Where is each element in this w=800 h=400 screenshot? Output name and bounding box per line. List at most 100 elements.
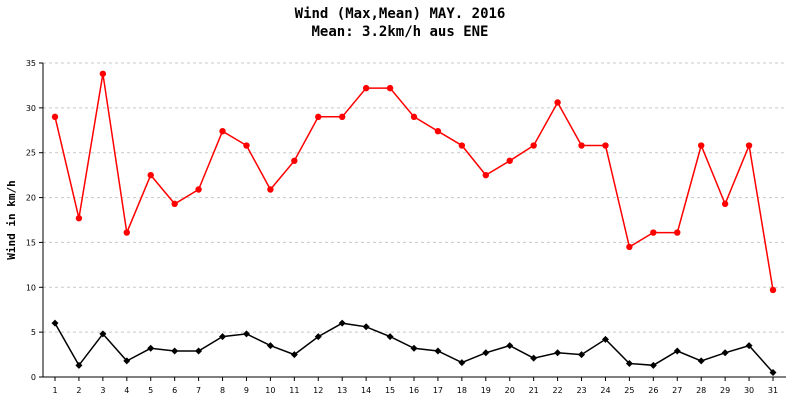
data-point (769, 369, 777, 377)
data-point (362, 84, 370, 92)
data-point (290, 351, 298, 359)
data-point (147, 344, 155, 352)
x-tick-label: 3 (100, 386, 105, 395)
x-tick-labels: 1 2 3 4 5 6 7 8 9 10 11 12 13 14 15 16 17 18 19 20 21 22 23 24 2… (52, 386, 778, 395)
data-point (434, 347, 442, 355)
data-point (554, 349, 562, 357)
y-tick-label: 15 (26, 238, 36, 247)
x-tick-label: 20 (505, 386, 515, 395)
x-tick-label: 9 (244, 386, 249, 395)
x-tick-label: 13 (337, 386, 347, 395)
y-tick-label: 5 (31, 328, 36, 337)
data-point (386, 84, 394, 92)
data-point (147, 171, 154, 179)
data-point (649, 361, 657, 369)
data-point (195, 186, 202, 193)
y-tick-label: 35 (26, 59, 36, 68)
data-point (458, 359, 466, 367)
x-tick-label: 27 (672, 386, 682, 395)
data-point (482, 171, 489, 179)
x-tick-label: 8 (220, 386, 225, 395)
x-tick-label: 1 (52, 386, 57, 395)
y-tick-labels: 0 5 10 15 20 25 30 35 (26, 59, 36, 382)
data-point (674, 229, 681, 236)
data-point (554, 99, 561, 106)
data-point (530, 354, 538, 362)
x-tick-label: 23 (576, 386, 586, 395)
data-point (386, 333, 394, 341)
data-point (578, 142, 585, 149)
data-point (51, 319, 59, 327)
data-point (338, 319, 346, 327)
data-point (745, 142, 753, 149)
series-line (54, 73, 774, 291)
data-point (75, 215, 83, 222)
y-axis-label: Wind in km/h (5, 180, 18, 259)
x-tick-label: 2 (76, 386, 81, 395)
x-tick-label: 7 (196, 386, 201, 395)
x-tick-label: 16 (409, 386, 419, 395)
x-tick-label: 24 (600, 386, 610, 395)
data-point (195, 347, 203, 355)
data-point (99, 70, 107, 77)
x-tick-label: 10 (265, 386, 275, 395)
x-tick-label: 19 (481, 386, 491, 395)
data-point (267, 186, 274, 193)
x-tick-label: 5 (148, 386, 153, 395)
x-tick-label: 6 (172, 386, 177, 395)
data-point (506, 157, 513, 164)
data-point (410, 113, 418, 121)
chart-subtitle: Mean: 3.2km/h aus ENE (311, 24, 488, 40)
x-tick-label: 17 (433, 386, 443, 395)
data-point (315, 113, 322, 121)
data-point (99, 330, 107, 338)
x-tick-label: 29 (720, 386, 730, 395)
data-point (75, 361, 83, 369)
x-tick-label: 22 (553, 386, 563, 395)
data-point (530, 142, 537, 149)
data-point (123, 229, 130, 236)
x-tick-label: 30 (744, 386, 754, 395)
x-tick-label: 25 (624, 386, 634, 395)
data-point (697, 357, 705, 365)
series-0 (51, 70, 777, 294)
data-point (769, 286, 777, 294)
data-point (721, 349, 729, 357)
series (51, 70, 777, 377)
grid-lines (43, 62, 786, 333)
data-point (482, 349, 490, 357)
data-point (171, 347, 179, 355)
y-tick-label: 0 (31, 373, 36, 382)
data-point (650, 229, 657, 236)
data-point (219, 333, 227, 341)
x-tick-label: 12 (313, 386, 323, 395)
data-point (721, 200, 729, 208)
y-tick-label: 25 (26, 149, 36, 158)
x-tick-label: 15 (385, 386, 395, 395)
data-point (314, 333, 322, 341)
data-point (242, 330, 250, 338)
y-tick-label: 30 (26, 104, 36, 113)
data-point (698, 142, 705, 149)
data-point (219, 127, 226, 135)
y-tick-label: 10 (26, 283, 36, 292)
x-tick-label: 21 (529, 386, 539, 395)
data-point (291, 157, 298, 164)
data-point (123, 357, 131, 365)
data-point (745, 342, 753, 350)
data-point (243, 142, 250, 149)
data-point (434, 127, 442, 135)
series-1 (51, 319, 777, 377)
data-point (602, 142, 609, 149)
x-tick-label: 28 (696, 386, 706, 395)
x-tick-label: 18 (457, 386, 467, 395)
data-point (410, 344, 418, 352)
x-tick-label: 11 (289, 386, 299, 395)
axes (39, 62, 786, 381)
data-point (601, 335, 609, 343)
data-point (339, 113, 346, 121)
data-point (673, 347, 681, 355)
data-point (458, 142, 466, 149)
x-tick-label: 26 (648, 386, 658, 395)
